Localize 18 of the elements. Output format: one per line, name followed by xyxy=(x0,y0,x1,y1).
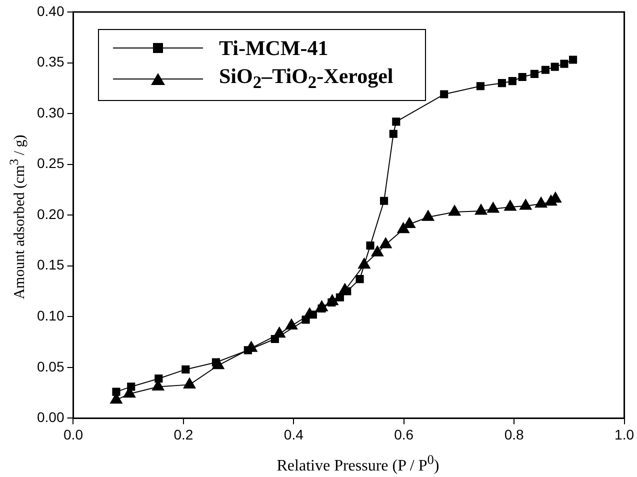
y-tick-label: 0.30 xyxy=(37,104,64,120)
y-tick-label: 0.00 xyxy=(37,409,64,426)
y-tick-label: 0.05 xyxy=(37,358,64,374)
x-tick-label: 0.8 xyxy=(504,426,524,442)
y-tick-label: 0.40 xyxy=(37,2,64,19)
y-tick-label: 0.10 xyxy=(37,308,64,324)
x-axis-title: Relative Pressure (P / P$^{0}$) xyxy=(276,452,440,476)
legend-label: SiO$_{2}$–TiO$_{2}$-Xerogel xyxy=(219,64,394,94)
x-tick-label: 0.0 xyxy=(64,426,84,442)
x-tick-label: 0.6 xyxy=(394,426,414,442)
x-tick-label: 0.2 xyxy=(174,426,194,442)
legend-label: Ti-MCM-41 xyxy=(219,36,328,60)
y-tick-label: 0.25 xyxy=(37,155,64,172)
x-tick-label: 1.0 xyxy=(614,426,634,442)
y-tick-label: 0.35 xyxy=(37,54,64,70)
y-tick-label: 0.20 xyxy=(37,206,64,222)
y-tick-label: 0.15 xyxy=(37,256,64,273)
x-tick-label: 0.4 xyxy=(284,426,304,442)
